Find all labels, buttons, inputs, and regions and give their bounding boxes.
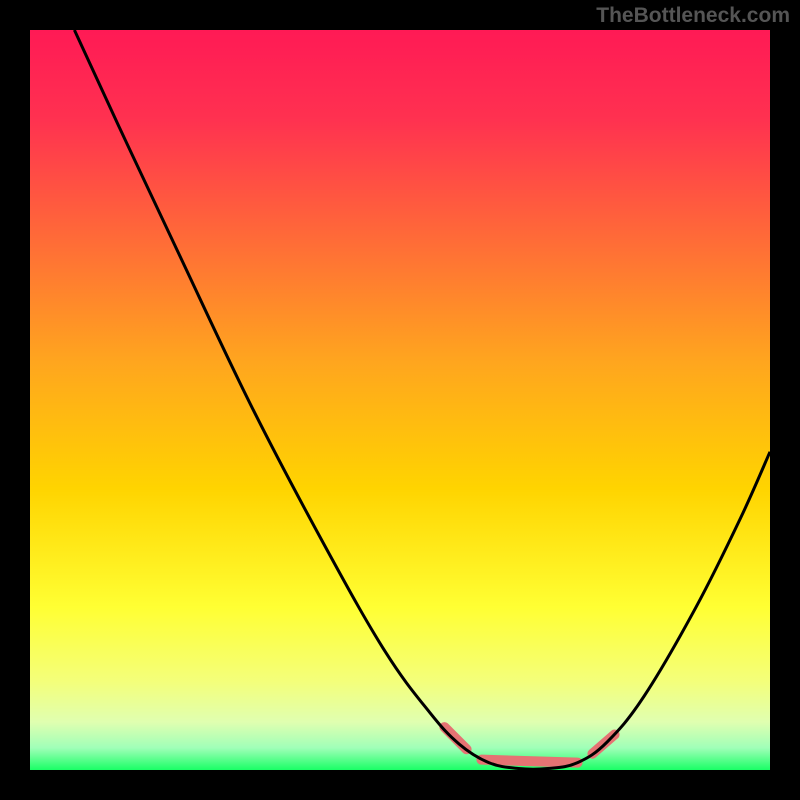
plot-area [30, 30, 770, 770]
attribution-label: TheBottleneck.com [596, 4, 790, 28]
highlight-segment-1 [481, 760, 577, 763]
bottleneck-curve [74, 30, 770, 769]
curve-layer [30, 30, 770, 770]
chart-frame: TheBottleneck.com [0, 0, 800, 800]
